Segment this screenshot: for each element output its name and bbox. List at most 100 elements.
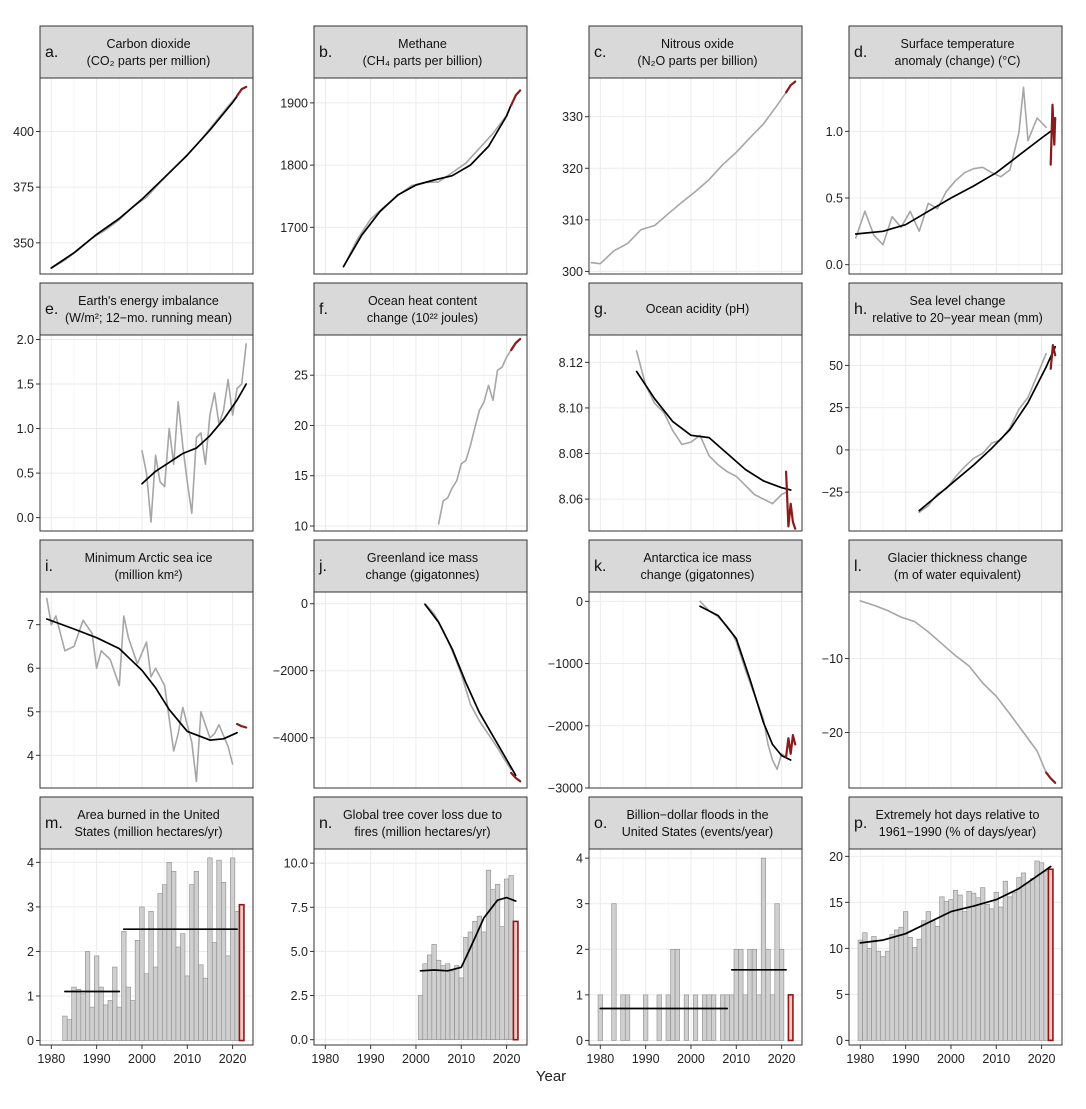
bar	[458, 977, 464, 1041]
panel-a: a. Carbon dioxide (CO₂ parts per million) 3…	[13, 25, 256, 275]
bar	[989, 908, 995, 1041]
panel-strip	[848, 282, 1063, 336]
bar	[943, 901, 950, 1041]
panel-title-line: Antarctica ice mass	[643, 551, 751, 565]
bar-recent	[238, 903, 245, 1042]
panel-title-line: Glacier thickness change	[888, 551, 1028, 565]
panel-title-line: Global tree cover loss due to	[343, 808, 502, 822]
bar	[198, 964, 204, 1041]
panel-title-line: (N₂O parts per billion)	[637, 54, 757, 68]
y-tick-label: 20	[829, 850, 843, 864]
series-recent	[236, 722, 248, 729]
bar	[75, 989, 82, 1041]
bar	[440, 965, 446, 1041]
y-tick-label: 300	[562, 265, 583, 279]
bar	[862, 932, 868, 1041]
bar	[1034, 860, 1040, 1041]
x-tick-label: 2020	[493, 1052, 521, 1066]
y-tick-label: −20	[822, 726, 843, 740]
bar	[903, 911, 909, 1041]
bar	[912, 947, 918, 1041]
y-tick-label: 2	[27, 945, 34, 959]
panel-strip	[848, 25, 1063, 79]
y-tick-label: 350	[13, 236, 34, 250]
y-tick-label: 0.0	[17, 511, 34, 525]
bar	[998, 906, 1004, 1041]
y-tick-label: 3	[576, 897, 583, 911]
bar	[184, 975, 190, 1041]
x-tick-label: 2010	[982, 1052, 1010, 1066]
plot-background	[314, 592, 527, 788]
y-tick-label: −3000	[548, 782, 583, 796]
series-recent	[510, 771, 522, 783]
bar	[1029, 878, 1036, 1041]
y-tick-label: 8.10	[559, 401, 583, 415]
y-tick-label: 20	[294, 419, 308, 433]
plot-frame	[313, 334, 528, 532]
panel-letter: a.	[45, 44, 58, 61]
bar	[683, 994, 690, 1041]
bar	[724, 994, 730, 1041]
bar	[665, 994, 671, 1041]
panel-letter: m.	[45, 815, 63, 832]
series-recent	[784, 80, 797, 94]
y-tick-label: 330	[562, 110, 583, 124]
series-recent	[784, 733, 797, 759]
bar	[193, 870, 199, 1041]
y-tick-label: 375	[13, 181, 34, 195]
panel-title-line: Nitrous oxide	[661, 37, 734, 51]
bar	[957, 894, 963, 1041]
panel-letter: l.	[854, 558, 862, 575]
bar	[94, 955, 100, 1041]
y-tick-label: 4	[27, 856, 34, 870]
panel-letter: k.	[594, 558, 606, 575]
bar	[711, 994, 717, 1041]
bar	[220, 882, 227, 1041]
bar	[1025, 882, 1031, 1041]
series-raw	[141, 343, 247, 523]
panel-title-line: Earth's energy imbalance	[78, 294, 219, 308]
panel-letter: o.	[594, 815, 607, 832]
panel-o: o. Billion−dollar floods in the United Sta…	[576, 796, 805, 1066]
bar	[875, 950, 882, 1041]
bar	[417, 995, 424, 1041]
bar	[449, 970, 455, 1041]
plot-background	[40, 335, 253, 531]
bar	[436, 959, 442, 1041]
bar	[175, 946, 181, 1041]
panel-m: m. Area burned in the United States (milli…	[27, 796, 256, 1066]
bar	[1002, 880, 1008, 1041]
bar	[624, 994, 631, 1041]
bar	[674, 948, 680, 1041]
panel-letter: f.	[319, 301, 328, 318]
y-tick-label: 1	[27, 990, 34, 1004]
y-tick-label: 15	[294, 469, 308, 483]
bar	[148, 911, 154, 1041]
panel-title-line: Surface temperature	[901, 37, 1015, 51]
y-tick-label: 25	[294, 369, 308, 383]
panel-strip	[848, 539, 1063, 593]
bar	[857, 939, 863, 1041]
bar	[984, 903, 990, 1041]
panel-strip	[313, 796, 528, 850]
plot-frame	[39, 334, 254, 532]
panel-title-line: (m of water equivalent)	[894, 568, 1021, 582]
plot-background	[589, 335, 802, 531]
panel-e: e. Earth's energy imbalance (W/m²; 12−mo. …	[17, 282, 256, 532]
y-tick-label: 1700	[280, 221, 308, 235]
y-tick-label: −2000	[548, 719, 583, 733]
y-tick-label: 0.0	[291, 1033, 308, 1047]
plot-background	[589, 78, 802, 274]
bar	[907, 937, 913, 1041]
panel-letter: j.	[318, 558, 327, 575]
y-tick-label: 10	[829, 942, 843, 956]
panel-title-line: Methane	[398, 37, 447, 51]
series-trend	[424, 603, 517, 777]
x-tick-label: 2020	[219, 1052, 247, 1066]
bar	[139, 906, 145, 1041]
bar	[426, 954, 433, 1041]
panel-c: c. Nitrous oxide (N₂O parts per billion) 30…	[562, 25, 805, 279]
plot-frame	[588, 848, 803, 1046]
plot-frame	[848, 591, 1063, 789]
x-tick-label: 1980	[37, 1052, 65, 1066]
